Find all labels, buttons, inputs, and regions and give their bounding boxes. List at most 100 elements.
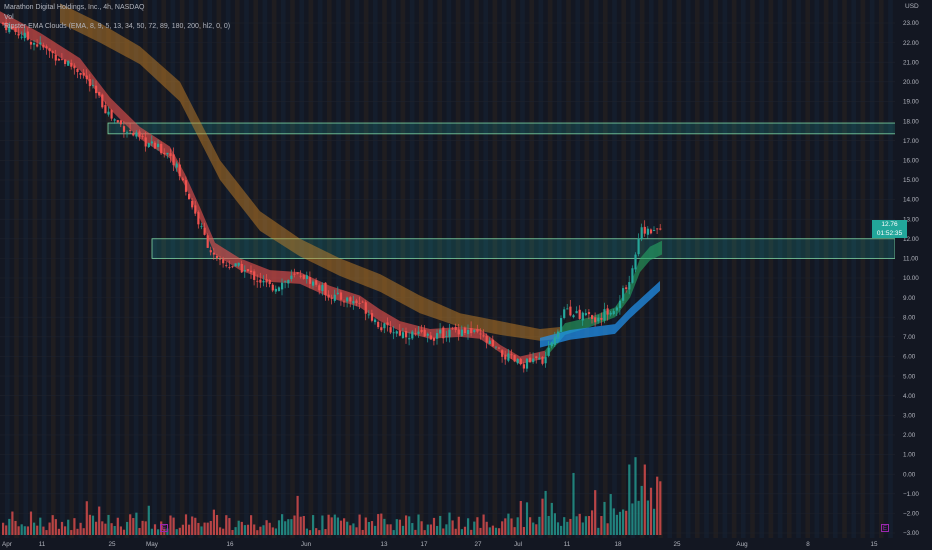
volume-bar	[197, 522, 200, 535]
candle-body	[135, 132, 138, 137]
candle-body	[2, 22, 5, 25]
volume-bar	[612, 508, 615, 535]
earnings-marker[interactable]: E	[160, 524, 168, 532]
time-axis-panel[interactable]	[0, 538, 895, 550]
candle-body	[222, 259, 225, 264]
volume-bar	[42, 526, 45, 535]
volume-bar	[457, 516, 460, 535]
candle-body	[54, 54, 57, 61]
volume-bar	[98, 506, 101, 535]
candle-body	[95, 85, 98, 94]
session-band	[97, 0, 102, 538]
volume-bar	[609, 494, 612, 535]
volume-bar	[392, 530, 395, 535]
volume-legend[interactable]: Vol	[4, 13, 14, 21]
volume-bar	[482, 514, 485, 535]
indicator-legend[interactable]: Ripster EMA Clouds (EMA, 8, 9, 5, 13, 34…	[4, 23, 231, 30]
candle-body	[346, 297, 349, 302]
candle-body	[656, 228, 659, 230]
session-band	[557, 0, 562, 538]
volume-bar	[522, 526, 525, 535]
session-band	[207, 0, 212, 538]
candle-body	[308, 277, 312, 284]
currency-label: USD	[905, 3, 919, 10]
candle-body	[64, 59, 67, 65]
volume-bar	[147, 505, 150, 535]
candle-body	[153, 142, 157, 149]
event-marker[interactable]: E	[881, 524, 889, 532]
candle-body	[538, 357, 541, 360]
candle-body	[513, 355, 516, 362]
volume-bar	[85, 501, 88, 535]
candle-body	[494, 346, 498, 348]
volume-bar	[448, 512, 451, 535]
volume-bar	[129, 514, 132, 535]
candle-body	[470, 328, 473, 334]
volume-bar	[299, 516, 302, 535]
candle-body	[113, 119, 116, 121]
volume-bar	[76, 528, 79, 535]
session-band	[851, 0, 856, 538]
volume-bar	[104, 523, 107, 535]
price-tick-label: 15.00	[903, 177, 919, 184]
price-tick-label: −1.00	[903, 491, 919, 498]
session-band	[787, 0, 792, 538]
candle-body	[321, 285, 324, 292]
candle-body	[569, 306, 572, 316]
candle-body	[491, 339, 494, 347]
candle-body	[231, 266, 234, 268]
session-band	[391, 0, 396, 538]
price-tick-label: 5.00	[903, 373, 916, 380]
volume-bar	[2, 522, 5, 535]
candle-body	[203, 227, 206, 235]
session-band	[5, 0, 10, 538]
candle-body	[649, 229, 653, 234]
candle-body	[634, 254, 637, 270]
price-axis[interactable]: 23.00 22.00 21.00 20.00 19.00 18.00 17.00 16.00…	[903, 20, 919, 537]
candle-body	[287, 280, 290, 284]
volume-bar	[296, 495, 299, 535]
candle-body	[234, 263, 237, 267]
session-band	[290, 0, 295, 538]
candle-body	[181, 178, 184, 181]
session-band	[603, 0, 608, 538]
price-tick-label: 8.00	[903, 314, 916, 321]
symbol-title[interactable]: Marathon Digital Holdings, Inc., 4h, NAS…	[4, 4, 145, 11]
candle-body	[339, 292, 343, 300]
price-tick-label: 21.00	[903, 59, 919, 66]
price-tick-label: 12.00	[903, 236, 919, 243]
volume-bar	[271, 527, 274, 535]
candle-body	[101, 94, 104, 108]
volume-bar	[374, 525, 377, 535]
volume-bar	[653, 508, 656, 535]
candle-body	[401, 332, 405, 338]
volume-bar	[445, 524, 448, 535]
session-band	[511, 0, 516, 538]
volume-bar	[200, 526, 203, 535]
candle-body	[107, 111, 110, 115]
session-band	[658, 0, 663, 538]
price-tick-label: 6.00	[903, 354, 916, 361]
volume-bars	[2, 457, 662, 535]
time-axis[interactable]: Apr 11 25 May 16 Jun 13 17 27 Jul 11 18 25 Aug 8 15	[2, 541, 878, 548]
candle-body	[386, 322, 389, 326]
volume-bar	[284, 521, 287, 535]
candle-body	[541, 356, 544, 364]
volume-bar	[479, 527, 482, 535]
volume-bar	[194, 517, 197, 535]
session-band	[731, 0, 737, 538]
volume-bar	[417, 514, 420, 535]
volume-bar	[591, 510, 594, 535]
time-tick-label: Jun	[301, 541, 312, 548]
candle-body	[473, 330, 476, 332]
price-axis-panel[interactable]	[895, 0, 932, 550]
candle-body	[250, 270, 253, 273]
ema-slow-cloud	[60, 3, 560, 341]
session-band	[879, 0, 884, 538]
volume-bar	[408, 516, 411, 535]
volume-bar	[510, 518, 513, 535]
price-tick-label: 7.00	[903, 334, 916, 341]
volume-bar	[625, 510, 628, 535]
time-tick-label: May	[146, 541, 159, 548]
